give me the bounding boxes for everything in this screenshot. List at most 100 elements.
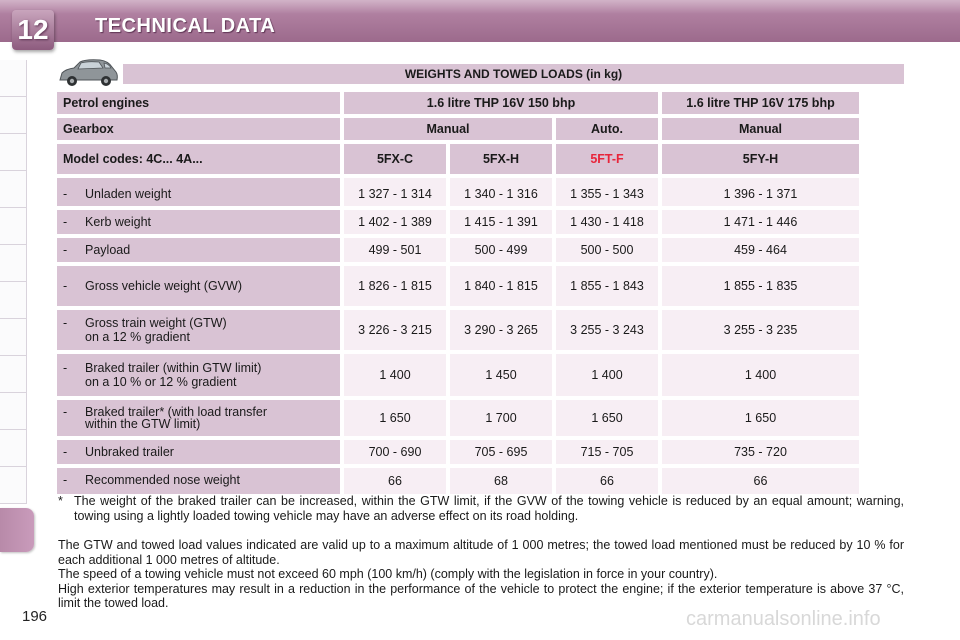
footnote-marker: * (58, 494, 63, 508)
row-label-text: Payload (85, 243, 131, 257)
note-paragraph: The speed of a towing vehicle must not e… (58, 567, 718, 581)
row-label-text: Unladen weight (85, 187, 172, 201)
table-cell: 1 396 - 1 371 (662, 178, 859, 206)
row-label: - Gross vehicle weight (GVW) (57, 266, 340, 306)
table-cell: 1 840 - 1 815 (450, 266, 552, 306)
table-cell: 715 - 705 (556, 440, 658, 464)
table-cell: 1 826 - 1 815 (344, 266, 446, 306)
car-icon (59, 59, 118, 86)
engines-label: Petrol engines (57, 92, 340, 114)
gearbox-row: Gearbox Manual Auto. Manual (57, 118, 859, 140)
note-paragraph: The GTW and towed load values indicated … (58, 538, 904, 567)
model-codes-row: Model codes: 4C... 4A... 5FX-C 5FX-H 5FT… (57, 144, 859, 174)
watermark: carmanualsonline.info (686, 608, 881, 630)
row-dash: - (63, 215, 68, 229)
row-label-text: Braked trailer (within GTW limit) (85, 361, 262, 375)
table-row: - Kerb weight 1 402 - 1 389 1 415 - 1 391… (57, 210, 859, 234)
gearbox-label: Gearbox (57, 118, 340, 140)
table-cell: 3 255 - 3 243 (556, 310, 658, 350)
side-tab[interactable] (0, 134, 27, 171)
side-tab[interactable] (0, 60, 27, 97)
table-cell: 1 650 (556, 400, 658, 436)
model-code-highlighted: 5FT-F (556, 144, 658, 174)
footnote-text: The weight of the braked trailer can be … (74, 494, 904, 523)
row-label-text: Braked trailer* (with load transfer (85, 405, 268, 419)
table-cell: 1 650 (662, 400, 859, 436)
engine-175-header: 1.6 litre THP 16V 175 bhp (662, 92, 859, 114)
row-label: - Unladen weight (57, 178, 340, 206)
table-cell: 459 - 464 (662, 238, 859, 262)
weights-table: Petrol engines 1.6 litre THP 16V 150 bhp… (53, 88, 863, 498)
row-label-subtext: on a 12 % gradient (85, 330, 190, 344)
model-code: 5FX-H (450, 144, 552, 174)
table-cell: 700 - 690 (344, 440, 446, 464)
table-row: - Unbraked trailer 700 - 690 705 - 695 71… (57, 440, 859, 464)
table-cell: 500 - 499 (450, 238, 552, 262)
side-tab[interactable] (0, 97, 27, 134)
table-cell: 66 (662, 468, 859, 494)
side-tab[interactable] (0, 282, 27, 319)
gearbox-manual-175: Manual (662, 118, 859, 140)
gearbox-manual-150: Manual (344, 118, 552, 140)
chapter-badge: 12 (12, 10, 54, 50)
row-dash: - (63, 361, 68, 375)
table-cell: 1 327 - 1 314 (344, 178, 446, 206)
model-code: 5FY-H (662, 144, 859, 174)
row-label-subtext: on a 10 % or 12 % gradient (85, 375, 237, 389)
side-tab[interactable] (0, 430, 27, 467)
table-cell: 1 471 - 1 446 (662, 210, 859, 234)
side-tab-active[interactable] (0, 508, 34, 552)
model-codes-label: Model codes: 4C... 4A... (57, 144, 340, 174)
side-tab[interactable] (0, 208, 27, 245)
row-dash: - (63, 445, 68, 459)
table-cell: 68 (450, 468, 552, 494)
row-dash: - (63, 316, 68, 330)
table-cell: 1 340 - 1 316 (450, 178, 552, 206)
table-cell: 499 - 501 (344, 238, 446, 262)
table-row: - Unladen weight 1 327 - 1 314 1 340 - 1 … (57, 178, 859, 206)
side-tab[interactable] (0, 467, 27, 504)
page-number: 196 (22, 608, 48, 625)
table-cell: 3 226 - 3 215 (344, 310, 446, 350)
row-label: - Braked trailer* (with load transfer with… (57, 400, 340, 436)
table-row: - Gross train weight (GTW) on a 12 % gradi… (57, 310, 859, 350)
table-cell: 3 255 - 3 235 (662, 310, 859, 350)
table-cell: 1 450 (450, 354, 552, 396)
page-header (0, 0, 960, 42)
table-row: - Gross vehicle weight (GVW) 1 826 - 1 81… (57, 266, 859, 306)
note-paragraph: High exterior temperatures may result in… (58, 581, 904, 611)
side-tab[interactable] (0, 171, 27, 208)
side-tab[interactable] (0, 245, 27, 282)
table-cell: 735 - 720 (662, 440, 859, 464)
side-tab[interactable] (0, 319, 27, 356)
side-tab[interactable] (0, 356, 27, 393)
row-label-text: Recommended nose weight (85, 473, 240, 487)
header-shine (0, 0, 960, 14)
row-label: - Kerb weight (57, 210, 340, 234)
row-label-text: Unbraked trailer (85, 445, 174, 459)
notes: The GTW and towed load values indicated … (58, 538, 904, 611)
model-code: 5FX-C (344, 144, 446, 174)
table-cell: 3 290 - 3 265 (450, 310, 552, 350)
row-label: - Recommended nose weight (57, 468, 340, 494)
table-cell: 500 - 500 (556, 238, 658, 262)
row-dash: - (63, 243, 68, 257)
table-cell: 66 (556, 468, 658, 494)
footnote: * The weight of the braked trailer can b… (58, 494, 904, 524)
table-cell: 1 400 (556, 354, 658, 396)
table-cell: 1 355 - 1 343 (556, 178, 658, 206)
side-tab[interactable] (0, 393, 27, 430)
table-row: - Recommended nose weight 66 68 66 66 (57, 468, 859, 494)
table-cell: 1 700 (450, 400, 552, 436)
table-cell: 1 650 (344, 400, 446, 436)
page-title: TECHNICAL DATA (95, 15, 276, 37)
table-cell: 1 430 - 1 418 (556, 210, 658, 234)
table-cell: 1 855 - 1 835 (662, 266, 859, 306)
row-dash: - (63, 279, 68, 293)
row-dash: - (63, 473, 68, 487)
table-cell: 1 400 (662, 354, 859, 396)
engine-150-header: 1.6 litre THP 16V 150 bhp (344, 92, 658, 114)
table-cell: 705 - 695 (450, 440, 552, 464)
row-label-subtext: within the GTW limit) (85, 417, 201, 431)
table-cell: 66 (344, 468, 446, 494)
